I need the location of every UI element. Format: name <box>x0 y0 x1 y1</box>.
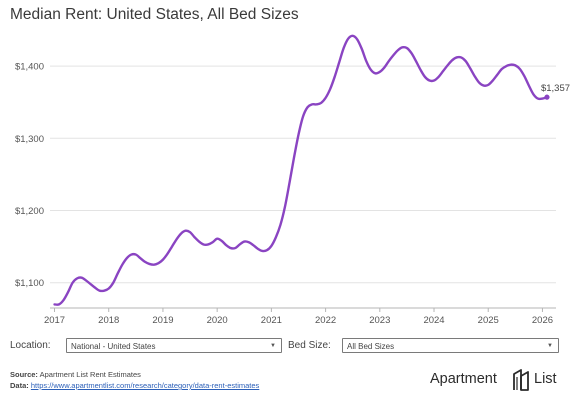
y-tick-label: $1,400 <box>15 62 44 73</box>
x-axis: 2017 2018 2019 2020 2021 2022 2023 2024 2025 2026 <box>44 307 556 326</box>
brand-name-left: Apartment <box>430 371 497 387</box>
brand-name-right: List <box>534 371 557 387</box>
brand-mark-icon <box>513 369 529 391</box>
x-tick-label: 2025 <box>478 315 499 326</box>
bedsize-select-value: All Bed Sizes <box>347 342 395 351</box>
location-select-value: National - United States <box>71 342 156 351</box>
data-label: Data: <box>10 381 29 390</box>
source-line: Source: Apartment List Rent Estimates <box>10 370 141 379</box>
gridlines <box>50 65 556 284</box>
x-tick-label: 2017 <box>44 315 65 326</box>
x-tick-label: 2022 <box>315 315 336 326</box>
y-axis-labels: $1,100 $1,200 $1,300 $1,400 <box>15 62 44 290</box>
bedsize-select[interactable]: All Bed Sizes ▼ <box>342 338 559 353</box>
x-tick-label: 2018 <box>98 315 119 326</box>
bedsize-label: Bed Size: <box>288 340 331 351</box>
end-label-group: $1,357 <box>541 83 570 94</box>
y-tick-label: $1,200 <box>15 206 44 217</box>
end-value-label: $1,357 <box>541 83 570 94</box>
location-select[interactable]: National - United States ▼ <box>66 338 282 353</box>
x-tick-label: 2024 <box>423 315 444 326</box>
x-tick-label: 2020 <box>207 315 228 326</box>
series-line <box>53 34 549 306</box>
location-label: Location: <box>10 340 51 351</box>
x-tick-label: 2023 <box>369 315 390 326</box>
x-tick-label: 2026 <box>532 315 553 326</box>
data-link[interactable]: https://www.apartmentlist.com/research/c… <box>30 381 260 390</box>
x-tick-label: 2019 <box>152 315 173 326</box>
source-label: Source: <box>10 370 38 379</box>
series-end-point <box>544 94 550 100</box>
x-tick-label: 2021 <box>261 315 282 326</box>
data-line: Data: https://www.apartmentlist.com/rese… <box>10 381 259 390</box>
filter-controls: Location: National - United States ▼ Bed… <box>0 338 577 358</box>
line-chart: $1,100 $1,200 $1,300 $1,400 2017 2018 2019 202… <box>15 34 570 326</box>
y-tick-label: $1,100 <box>15 278 44 289</box>
source-text: Apartment List Rent Estimates <box>39 370 141 379</box>
chevron-down-icon: ▼ <box>547 343 553 349</box>
series-group <box>53 34 550 306</box>
chart-title: Median Rent: United States, All Bed Size… <box>10 6 299 23</box>
y-tick-label: $1,300 <box>15 134 44 145</box>
chevron-down-icon: ▼ <box>270 343 276 349</box>
